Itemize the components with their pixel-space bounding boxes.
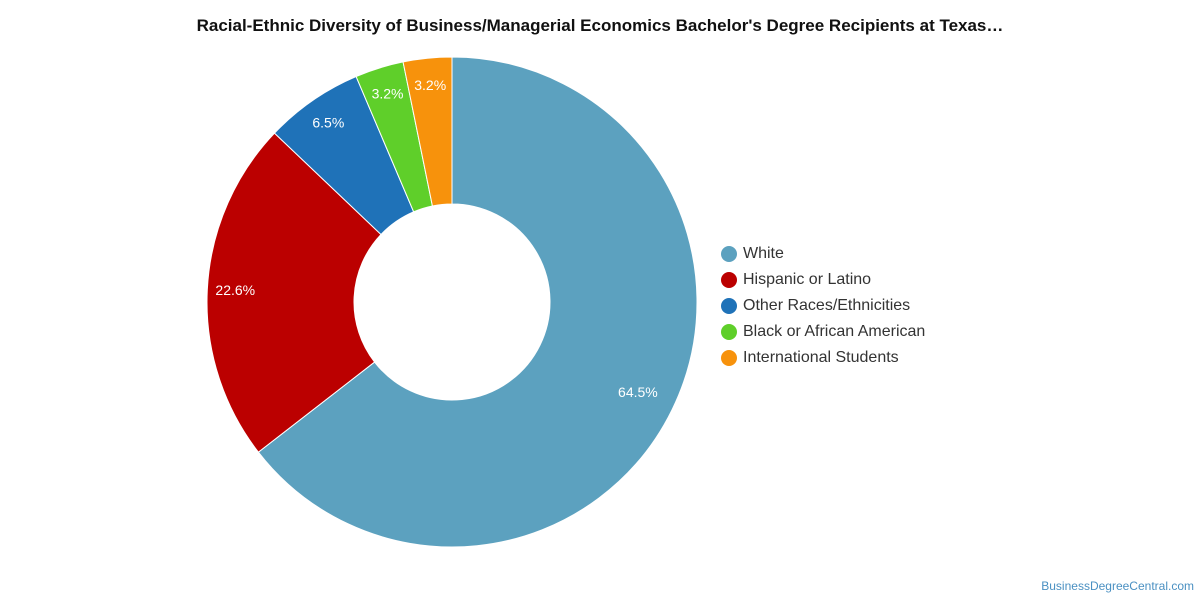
legend-item-hispanic-or-latino[interactable]: Hispanic or Latino xyxy=(721,267,925,293)
legend-label-hispanic-or-latino: Hispanic or Latino xyxy=(743,271,872,288)
legend-swatch-white xyxy=(721,246,737,262)
legend-swatch-international-students xyxy=(721,350,737,366)
slices-layer xyxy=(206,56,698,548)
chart-legend: White Hispanic or Latino Other Races/Eth… xyxy=(721,241,925,371)
legend-swatch-black-or-african-american xyxy=(721,324,737,340)
legend-label-black-or-african-american: Black or African American xyxy=(743,323,926,340)
data-label-black-or-african-american: 3.2% xyxy=(372,85,404,101)
legend-item-white[interactable]: White xyxy=(721,241,925,267)
data-label-international-students: 3.2% xyxy=(414,77,446,93)
legend-swatch-hispanic-or-latino xyxy=(721,272,737,288)
data-label-white: 64.5% xyxy=(618,384,658,400)
legend-item-other-races-ethnicities[interactable]: Other Races/Ethnicities xyxy=(721,293,925,319)
chart-title: Racial-Ethnic Diversity of Business/Mana… xyxy=(196,16,1004,35)
data-labels-layer: 64.5% 22.6% 6.5% 3.2% 3.2% xyxy=(215,77,657,400)
legend-item-international-students[interactable]: International Students xyxy=(721,345,925,371)
legend-swatch-other-races-ethnicities xyxy=(721,298,737,314)
site-watermark[interactable]: BusinessDegreeCentral.com xyxy=(1041,579,1194,593)
legend-label-international-students: International Students xyxy=(743,349,899,366)
legend-label-other-races-ethnicities: Other Races/Ethnicities xyxy=(743,297,911,314)
slice-white[interactable] xyxy=(257,56,698,548)
data-label-hispanic-or-latino: 22.6% xyxy=(215,282,255,298)
legend-label-white: White xyxy=(743,245,784,262)
slice-international-students[interactable] xyxy=(402,56,453,207)
legend-item-black-or-african-american[interactable]: Black or African American xyxy=(721,319,925,345)
data-label-other-races-ethnicities: 6.5% xyxy=(312,114,344,130)
slice-hispanic-or-latino[interactable] xyxy=(206,132,382,453)
